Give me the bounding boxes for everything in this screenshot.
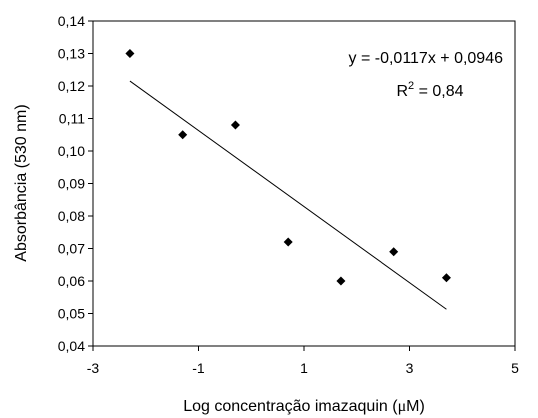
y-tick-label: 0,10 xyxy=(58,143,85,159)
x-axis-title-part: M) xyxy=(406,398,425,415)
r-squared-label: R2 = 0,84 xyxy=(396,80,463,100)
y-tick-label: 0,13 xyxy=(58,46,85,62)
x-axis-ticks: -3 -1 1 3 5 xyxy=(87,346,519,376)
data-points xyxy=(125,49,451,286)
data-point xyxy=(125,49,135,58)
data-point xyxy=(336,276,346,286)
data-point xyxy=(283,237,293,247)
data-point xyxy=(389,247,399,257)
y-tick-label: 0,11 xyxy=(59,111,85,127)
x-axis-title-mu: μ xyxy=(398,398,407,415)
x-axis-title: Log concentração imazaquin (μM) xyxy=(183,398,425,415)
r-squared-value: = 0,84 xyxy=(414,83,463,100)
y-tick-label: 0,06 xyxy=(58,273,85,289)
r-squared-r: R xyxy=(396,83,408,100)
y-tick-label: 0,04 xyxy=(58,338,85,354)
x-axis-title-part: Log concentração imazaquin ( xyxy=(183,398,398,415)
y-tick-label: 0,12 xyxy=(58,78,85,94)
x-tick-label: -3 xyxy=(87,360,100,376)
y-tick-label: 0,14 xyxy=(58,13,85,29)
trendline-equation: y = -0,0117x + 0,0946 xyxy=(349,50,504,67)
y-tick-label: 0,05 xyxy=(58,306,85,322)
data-point xyxy=(441,273,451,283)
trendline xyxy=(129,80,447,310)
x-tick-label: 5 xyxy=(511,360,519,376)
y-tick-label: 0,07 xyxy=(58,241,85,257)
data-point xyxy=(178,130,188,140)
data-point xyxy=(230,120,240,130)
y-axis-title: Absorbância (530 nm) xyxy=(13,104,30,261)
plot-area xyxy=(92,20,516,347)
y-tick-label: 0,09 xyxy=(58,176,85,192)
r-squared-exponent: 2 xyxy=(408,80,414,92)
x-tick-label: -1 xyxy=(192,360,205,376)
y-axis-ticks: 0,04 0,05 0,06 0,07 0,08 0,09 0,10 0,11 0,12 0,13… xyxy=(58,13,93,354)
x-tick-label: 3 xyxy=(406,360,414,376)
y-tick-label: 0,08 xyxy=(58,208,85,224)
x-tick-label: 1 xyxy=(300,360,308,376)
